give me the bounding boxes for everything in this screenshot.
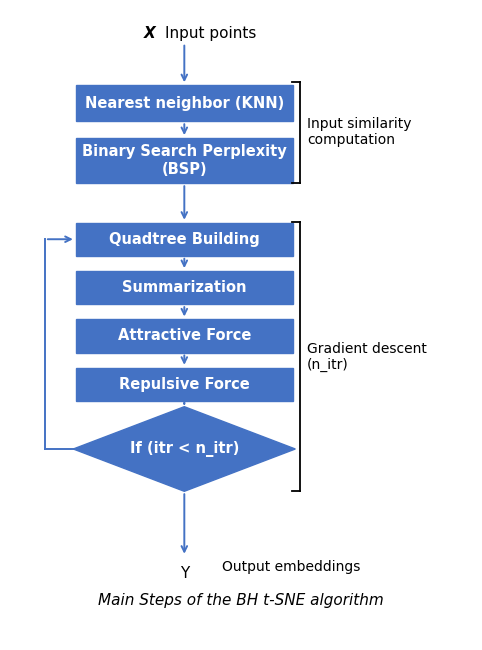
Text: Y: Y <box>180 566 189 581</box>
Text: Quadtree Building: Quadtree Building <box>109 232 260 247</box>
Polygon shape <box>73 407 295 491</box>
Text: Input similarity
computation: Input similarity computation <box>307 117 412 148</box>
Text: Output embeddings: Output embeddings <box>222 560 361 575</box>
Text: Binary Search Perplexity
(BSP): Binary Search Perplexity (BSP) <box>82 144 287 177</box>
Text: Attractive Force: Attractive Force <box>118 328 251 343</box>
Text: If (itr < n_itr): If (itr < n_itr) <box>130 441 239 457</box>
FancyBboxPatch shape <box>76 368 293 401</box>
Text: Input points: Input points <box>165 26 257 41</box>
Text: Gradient descent
(n_itr): Gradient descent (n_itr) <box>307 342 427 372</box>
FancyBboxPatch shape <box>76 271 293 304</box>
FancyBboxPatch shape <box>76 138 293 183</box>
FancyBboxPatch shape <box>76 319 293 352</box>
Text: Nearest neighbor (KNN): Nearest neighbor (KNN) <box>85 96 284 111</box>
Text: Repulsive Force: Repulsive Force <box>119 377 250 392</box>
Text: Summarization: Summarization <box>122 280 247 295</box>
Text: X: X <box>144 26 156 41</box>
Text: Main Steps of the BH t-SNE algorithm: Main Steps of the BH t-SNE algorithm <box>98 593 384 608</box>
FancyBboxPatch shape <box>76 222 293 256</box>
FancyBboxPatch shape <box>76 85 293 122</box>
